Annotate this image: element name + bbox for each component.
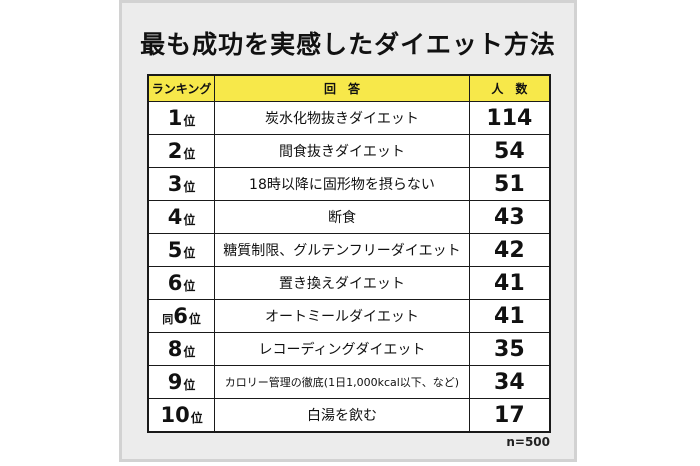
- rank-number: 6: [173, 304, 188, 328]
- header-count: 人 数: [468, 74, 551, 102]
- rank-number: 8: [167, 337, 183, 361]
- rank-suffix: 位: [183, 213, 196, 227]
- table-row: 同6位 オートミールダイエット 41: [147, 299, 551, 333]
- rank-number: 5: [167, 238, 183, 262]
- table-row: 8位 レコーディングダイエット 35: [147, 332, 551, 366]
- table-header-row: ランキング 回 答 人 数: [147, 74, 551, 102]
- page-title: 最も成功を実感したダイエット方法: [140, 30, 556, 59]
- rank-cell: 3位: [147, 167, 216, 201]
- header-answer: 回 答: [214, 74, 470, 102]
- rank-suffix: 位: [183, 246, 196, 260]
- answer-cell: 断食: [214, 200, 470, 234]
- rank-cell: 同6位: [147, 299, 216, 333]
- ranking-table: ランキング 回 答 人 数 1位 炭水化物抜きダイエット 114 2位 間食抜きダイエッ…: [147, 74, 551, 433]
- answer-cell: レコーディングダイエット: [214, 332, 470, 366]
- rank-cell: 5位: [147, 233, 216, 267]
- rank-cell: 1位: [147, 101, 216, 135]
- rank-suffix: 位: [183, 180, 196, 194]
- rank-number: 9: [167, 370, 183, 394]
- table-row: 9位 カロリー管理の徹底(1日1,000kcal以下、など) 34: [147, 365, 551, 399]
- rank-cell: 4位: [147, 200, 216, 234]
- answer-cell: オートミールダイエット: [214, 299, 470, 333]
- rank-prefix: 同: [162, 313, 174, 326]
- sample-size-note: n=500: [506, 435, 550, 449]
- table-row: 2位 間食抜きダイエット 54: [147, 134, 551, 168]
- answer-cell: 炭水化物抜きダイエット: [214, 101, 470, 135]
- rank-suffix: 位: [188, 312, 201, 326]
- rank-suffix: 位: [183, 114, 196, 128]
- count-cell: 114: [468, 101, 551, 135]
- count-cell: 34: [468, 365, 551, 399]
- count-cell: 42: [468, 233, 551, 267]
- table-row: 3位 18時以降に固形物を摂らない 51: [147, 167, 551, 201]
- answer-cell: 間食抜きダイエット: [214, 134, 470, 168]
- answer-cell: 糖質制限、グルテンフリーダイエット: [214, 233, 470, 267]
- table-row: 4位 断食 43: [147, 200, 551, 234]
- rank-suffix: 位: [183, 378, 196, 392]
- answer-cell: 白湯を飲む: [214, 398, 470, 433]
- rank-suffix: 位: [183, 147, 196, 161]
- rank-cell: 6位: [147, 266, 216, 300]
- table-row: 1位 炭水化物抜きダイエット 114: [147, 101, 551, 135]
- rank-number: 2: [167, 139, 183, 163]
- rank-cell: 2位: [147, 134, 216, 168]
- count-cell: 41: [468, 299, 551, 333]
- count-cell: 35: [468, 332, 551, 366]
- answer-cell: 置き換えダイエット: [214, 266, 470, 300]
- figure-frame: 最も成功を実感したダイエット方法 ランキング 回 答 人 数 1位 炭水化物抜きダ…: [119, 0, 577, 462]
- rank-suffix: 位: [190, 411, 203, 425]
- count-cell: 54: [468, 134, 551, 168]
- rank-number: 4: [167, 205, 183, 229]
- count-cell: 17: [468, 398, 551, 433]
- rank-cell: 10位: [147, 398, 216, 433]
- rank-suffix: 位: [183, 279, 196, 293]
- rank-number: 10: [160, 403, 190, 427]
- answer-cell: 18時以降に固形物を摂らない: [214, 167, 470, 201]
- rank-suffix: 位: [183, 345, 196, 359]
- count-cell: 51: [468, 167, 551, 201]
- table-row: 10位 白湯を飲む 17: [147, 398, 551, 433]
- rank-cell: 9位: [147, 365, 216, 399]
- rank-number: 1: [167, 106, 183, 130]
- count-cell: 41: [468, 266, 551, 300]
- answer-cell: カロリー管理の徹底(1日1,000kcal以下、など): [214, 365, 470, 399]
- count-cell: 43: [468, 200, 551, 234]
- header-rank: ランキング: [147, 74, 216, 102]
- rank-number: 6: [167, 271, 183, 295]
- table-row: 5位 糖質制限、グルテンフリーダイエット 42: [147, 233, 551, 267]
- table-row: 6位 置き換えダイエット 41: [147, 266, 551, 300]
- rank-number: 3: [167, 172, 183, 196]
- rank-cell: 8位: [147, 332, 216, 366]
